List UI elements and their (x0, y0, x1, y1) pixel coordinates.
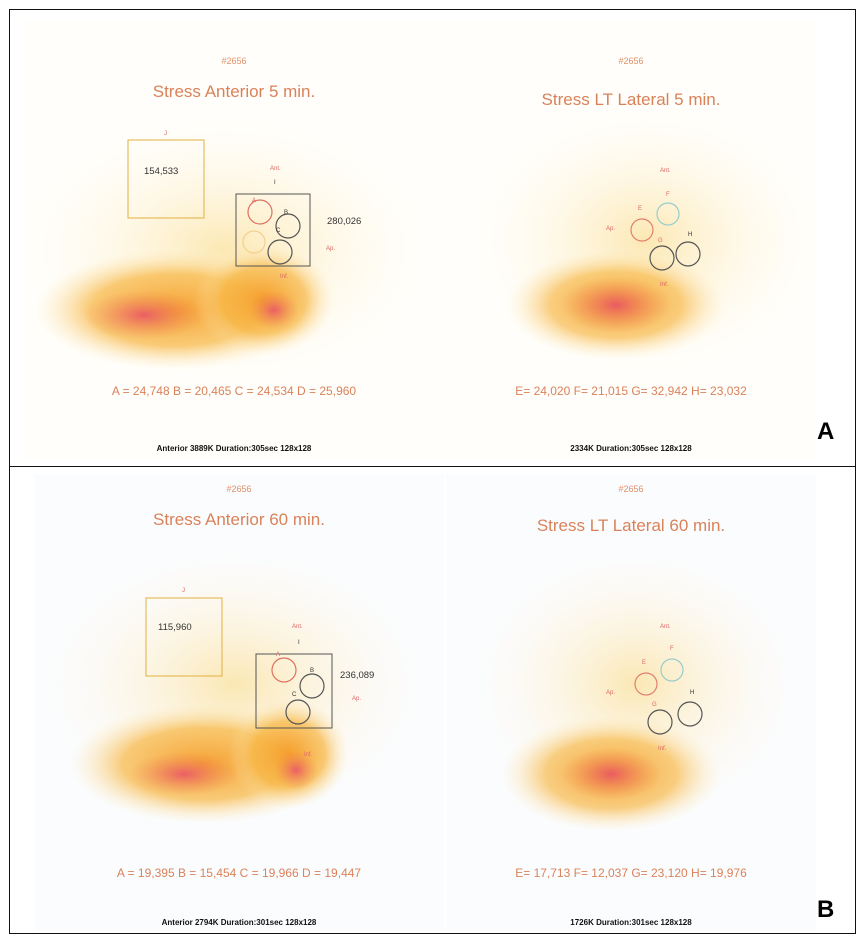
roi-label-g: G (658, 238, 663, 244)
roi-label-b: B (284, 210, 289, 216)
roi-box-value: 236,089 (340, 670, 375, 681)
mark-ap: Ap. (326, 246, 336, 252)
roi-circle-b (275, 213, 301, 239)
mark-ant: Ant. (292, 624, 303, 630)
roi-total-value: 115,960 (158, 622, 192, 633)
image-title: Stress Anterior 60 min. (153, 510, 325, 529)
roi-circle-e (630, 218, 654, 242)
mark-inf: Inf. (658, 746, 667, 752)
roi-circle-g (647, 709, 673, 735)
roi-circle-g (649, 245, 675, 271)
mark-inf: Inf. (280, 274, 289, 280)
roi-circle-d (242, 230, 266, 254)
roi-label-g: G (652, 702, 657, 708)
roi-total-value: 154,533 (144, 166, 179, 177)
scan-image (476, 110, 816, 370)
figure-frame: #2656 Stress Anterior 5 min. 154,533 280… (9, 9, 856, 934)
roi-circle-c (267, 239, 293, 265)
roi-counts: E= 24,020 F= 21,015 G= 32,942 H= 23,032 (515, 384, 747, 398)
mark-i: I (298, 640, 300, 646)
image-title: Stress Anterior 5 min. (152, 82, 316, 101)
roi-circle-e (634, 672, 658, 696)
image-id: #2656 (221, 56, 247, 66)
roi-label-e: E (642, 660, 647, 666)
mark-inf: Inf. (304, 752, 313, 758)
roi-label-c: C (292, 692, 297, 698)
mark-inf: Inf. (660, 282, 669, 288)
roi-label-c: C (276, 228, 281, 234)
image-title: Stress LT Lateral 60 min. (536, 516, 726, 535)
roi-circle-a (247, 199, 273, 225)
roi-label-f: F (666, 192, 670, 198)
roi-label-b: B (310, 668, 315, 674)
scan-image (34, 544, 434, 824)
roi-label-h: H (688, 232, 693, 238)
image-id: #2656 (618, 484, 644, 494)
roi-circle-h (677, 701, 703, 727)
roi-label-j: J (182, 588, 185, 594)
mark-i: I (274, 180, 276, 186)
roi-counts: A = 19,395 B = 15,454 C = 19,966 D = 19,… (116, 866, 362, 880)
panel-b-lateral: #2656 Stress LT Lateral 60 min. Ant. Ap.… (446, 474, 816, 930)
scan-image (24, 120, 424, 380)
mark-ant: Ant. (270, 166, 281, 172)
roi-circle-f (660, 658, 684, 682)
roi-box-heart (235, 193, 311, 267)
panel-a-lateral: #2656 Stress LT Lateral 5 min. Ant. Ap. … (446, 20, 816, 460)
mark-ap: Ap. (606, 226, 616, 232)
roi-label-j: J (164, 131, 167, 137)
roi-counts: E= 17,713 F= 12,037 G= 23,120 H= 19,976 (515, 866, 747, 880)
roi-circle-b (299, 673, 325, 699)
roi-box-j (127, 139, 205, 219)
row-divider (10, 466, 855, 467)
image-title: Stress LT Lateral 5 min. (541, 90, 721, 109)
roi-box-value: 280,026 (327, 216, 362, 227)
panel-label-b: B (817, 896, 835, 923)
roi-circle-c (285, 699, 311, 725)
roi-label-a: A (252, 198, 257, 204)
roi-label-f: F (670, 646, 674, 652)
panel-a-anterior: #2656 Stress Anterior 5 min. 154,533 280… (24, 20, 444, 460)
panel-b-anterior: #2656 Stress Anterior 60 min. 115,960 23… (34, 474, 444, 930)
roi-label-a: A (276, 652, 281, 658)
mark-ant: Ant. (660, 168, 671, 174)
roi-circle-h (675, 241, 701, 267)
roi-label-h: H (690, 690, 695, 696)
roi-box-heart (255, 653, 333, 729)
roi-box-j (145, 597, 223, 677)
mark-ap: Ap. (606, 690, 616, 696)
panel-label-a: A (817, 418, 835, 445)
image-id: #2656 (226, 484, 252, 494)
acquisition-info: Anterior 2794K Duration:301sec 128x128 (161, 918, 317, 927)
scan-image (466, 544, 806, 832)
acquisition-info: 2334K Duration:305sec 128x128 (570, 444, 692, 453)
image-id: #2656 (618, 56, 644, 66)
mark-ant: Ant. (660, 624, 671, 630)
roi-counts: A = 24,748 B = 20,465 C = 24,534 D = 25,… (111, 384, 357, 398)
roi-circle-a (271, 657, 297, 683)
acquisition-info: Anterior 3889K Duration:305sec 128x128 (156, 444, 312, 453)
roi-label-e: E (638, 206, 643, 212)
mark-ap: Ap. (352, 696, 362, 702)
acquisition-info: 1726K Duration:301sec 128x128 (570, 918, 692, 927)
roi-circle-f (656, 202, 680, 226)
